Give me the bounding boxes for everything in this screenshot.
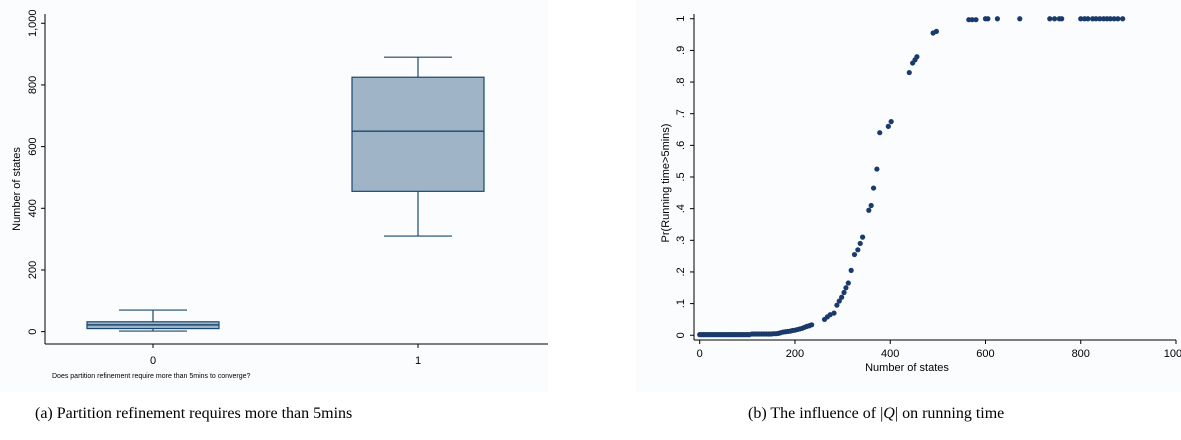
scatter-point	[885, 123, 891, 129]
scatter-point	[843, 285, 849, 291]
y-tick-label: 400	[27, 199, 39, 217]
x-tick-label: 600	[976, 348, 994, 360]
scatter-point	[848, 267, 854, 273]
scatter-point	[1085, 16, 1091, 22]
scatter-point	[1059, 16, 1065, 22]
x-tick-label: 1	[415, 355, 421, 367]
scatter-point	[1093, 16, 1099, 22]
y-tick-label: .7	[675, 109, 687, 118]
scatter-point	[1115, 16, 1121, 22]
y-tick-label: .4	[675, 204, 687, 213]
scatter-point	[839, 294, 845, 300]
scatter-point	[845, 280, 851, 286]
x-tick-label: 0	[150, 355, 156, 367]
x-tick-label: 800	[1072, 348, 1090, 360]
caption-b: (b) The influence of |Q| on running time	[748, 405, 1004, 423]
y-tick-label: 800	[27, 76, 39, 94]
x-tick-label: 0	[697, 348, 703, 360]
scatter-point	[985, 16, 991, 22]
x-tick-label: 200	[786, 348, 804, 360]
scatter-point	[841, 289, 847, 296]
scatter-point	[1047, 16, 1053, 22]
scatter-point	[868, 202, 874, 209]
scatter-point	[1107, 16, 1113, 22]
y-tick-label: 0	[675, 332, 687, 338]
scatter-point	[834, 302, 840, 308]
scatter-point	[831, 310, 837, 316]
scatter-point	[866, 207, 872, 213]
scatter-point	[836, 298, 842, 304]
box	[351, 76, 485, 192]
y-tick-label: .5	[675, 172, 687, 181]
x-tick-label: 400	[881, 348, 899, 360]
y-tick-label: .2	[675, 267, 687, 276]
y-axis-title: Pr(Running time>5mins)	[660, 124, 672, 243]
scatter-point	[1078, 16, 1084, 22]
scatter-point	[933, 28, 940, 35]
y-tick-label: 200	[27, 261, 39, 279]
y-tick-label: .3	[675, 236, 687, 245]
scatter-point	[1017, 16, 1023, 22]
y-tick-label: .9	[675, 46, 687, 55]
scatter-point	[860, 234, 866, 240]
scatter-point	[994, 16, 1000, 22]
scatter-plot: 0 .1 .2 .3 .4 .5 .6 .7 .8 .9 1 0 200 400 600 800 1000 Num…	[660, 14, 1181, 374]
x-axis-note: Does partition refinement require more t…	[52, 373, 251, 380]
scatter-point	[809, 322, 815, 328]
scatter-point	[851, 251, 858, 258]
scatter-point	[1097, 16, 1103, 22]
scatter-point	[857, 240, 863, 247]
y-tick-label: 600	[27, 137, 39, 155]
y-tick-label: .6	[675, 141, 687, 150]
scatter-plot-panel: 0 .1 .2 .3 .4 .5 .6 .7 .8 .9 1 0 200 400 600 800 1000 Num…	[636, 0, 1181, 392]
y-tick-label: .8	[675, 77, 687, 86]
scatter-point	[855, 247, 861, 253]
scatter-point	[906, 69, 912, 76]
y-tick-label: 1,000	[27, 9, 39, 37]
y-tick-label: 1	[675, 16, 687, 22]
y-axis-title: Number of states	[11, 147, 23, 231]
scatter-point	[874, 166, 880, 172]
caption-a: (a) Partition refinement requires more t…	[35, 405, 353, 422]
caption-b-variable: Q	[883, 405, 895, 422]
x-tick-label: 1000	[1164, 348, 1181, 360]
scatter-point	[973, 17, 979, 23]
scatter-point	[888, 119, 894, 125]
scatter-point	[1111, 16, 1117, 22]
scatter-point	[969, 17, 975, 23]
y-tick-label: 0	[27, 329, 39, 335]
y-tick-label: .1	[675, 299, 687, 308]
scatter-point	[1051, 16, 1058, 22]
box-plot: 0 200 400 600 800 1,000 Number of states 0 1 Does…	[11, 9, 548, 380]
box-plot-panel: 0 200 400 600 800 1,000 Number of states 0 1 Does…	[0, 0, 548, 392]
scatter-point	[870, 185, 877, 191]
scatter-point	[1120, 16, 1126, 22]
scatter-point	[914, 54, 920, 60]
scatter-point	[877, 130, 883, 136]
caption-b-suffix: | on running time	[894, 405, 1005, 422]
x-axis-title: Number of states	[865, 362, 949, 374]
caption-b-prefix: (b) The influence of |	[748, 405, 884, 422]
